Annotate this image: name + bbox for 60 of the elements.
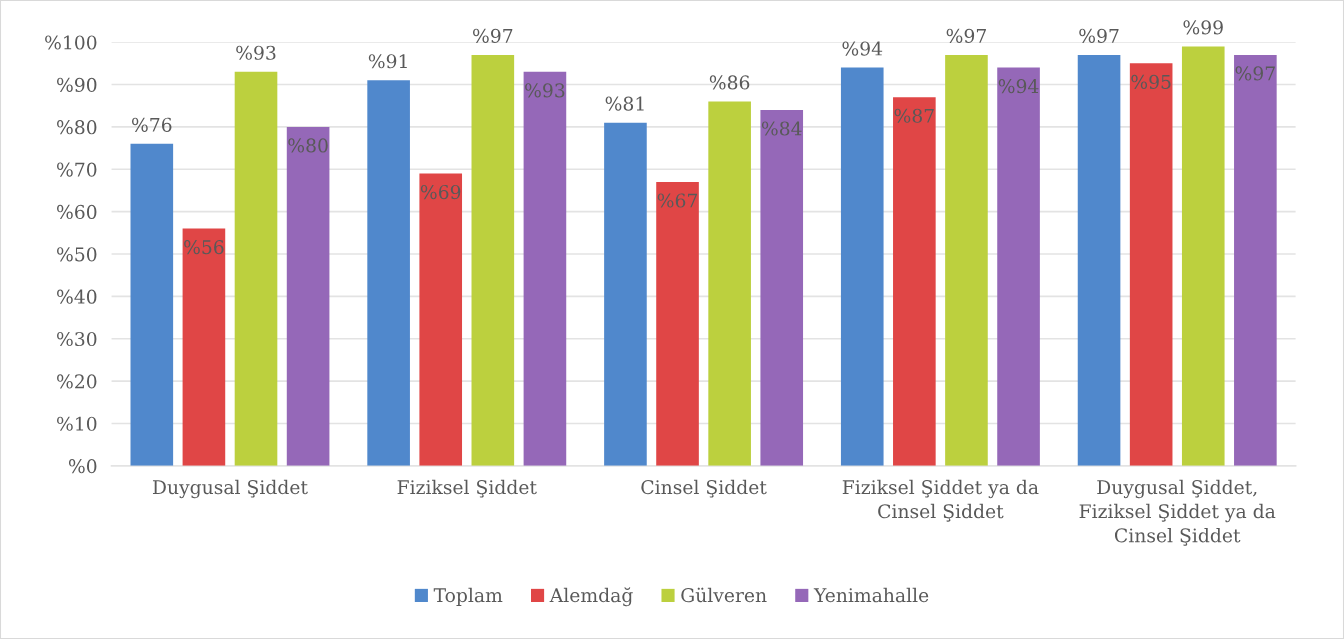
bar <box>471 54 515 466</box>
bar <box>419 173 463 466</box>
x-tick-label: Fiziksel Şiddet <box>397 479 537 498</box>
bar <box>234 71 278 466</box>
x-tick-label: Duygusal Şiddet, Fiziksel Şiddet ya da Cinsel Şiddet <box>1079 479 1276 546</box>
legend-label: Gülveren <box>681 587 767 603</box>
bar <box>1129 63 1173 466</box>
data-label: %69 <box>420 184 461 200</box>
data-label: %97 <box>1235 66 1275 81</box>
bar <box>130 143 174 466</box>
data-label: %97 <box>1079 28 1119 43</box>
bar <box>1181 46 1225 466</box>
data-label: %99 <box>1183 20 1223 35</box>
bar <box>656 181 699 466</box>
y-tick-label: %50 <box>57 247 97 262</box>
data-label: %93 <box>525 83 565 98</box>
legend-label: Toplam <box>433 587 503 606</box>
bar <box>523 71 567 466</box>
y-tick-label: %30 <box>57 331 97 347</box>
data-label: %84 <box>761 121 802 136</box>
legend-label: Alemdağ <box>549 587 633 607</box>
y-tick-label: %90 <box>57 77 97 92</box>
y-tick-label: %0 <box>68 459 97 474</box>
bar <box>604 122 647 466</box>
bar <box>367 80 410 466</box>
bar <box>1234 54 1277 466</box>
data-label: %87 <box>894 108 934 123</box>
bar <box>182 228 226 466</box>
data-label: %67 <box>657 193 698 208</box>
data-label: %97 <box>946 28 986 43</box>
y-tick-label: %80 <box>57 120 97 135</box>
bar <box>286 126 330 466</box>
bar <box>945 54 988 466</box>
x-tick-label: Cinsel Şiddet <box>641 479 767 498</box>
bar <box>840 67 884 466</box>
data-label: %95 <box>1131 74 1171 89</box>
data-label: %94 <box>998 79 1039 94</box>
bar <box>1077 54 1121 466</box>
y-tick-label: %40 <box>57 289 97 304</box>
bar <box>708 101 751 466</box>
data-label: %94 <box>842 41 883 56</box>
bar <box>893 97 936 466</box>
data-label: %97 <box>473 28 513 43</box>
x-tick-label: Fiziksel Şiddet ya da Cinsel Şiddet <box>842 479 1039 522</box>
data-label: %80 <box>288 138 328 153</box>
y-tick-label: %20 <box>57 374 97 389</box>
bar <box>760 109 804 466</box>
y-tick-label: %70 <box>57 162 97 177</box>
data-label: %91 <box>368 54 407 69</box>
x-tick-label: Duygusal Şiddet <box>152 479 308 499</box>
data-label: %76 <box>132 117 172 132</box>
data-label: %93 <box>236 45 276 60</box>
data-label: %81 <box>605 96 644 111</box>
y-tick-label: %100 <box>45 35 97 50</box>
legend-label: Yenimahalle <box>813 587 929 603</box>
data-label: %56 <box>184 240 224 255</box>
y-tick-label: %60 <box>57 204 97 220</box>
data-label: %86 <box>709 75 750 90</box>
bar <box>997 67 1040 466</box>
y-tick-label: %10 <box>57 416 97 431</box>
